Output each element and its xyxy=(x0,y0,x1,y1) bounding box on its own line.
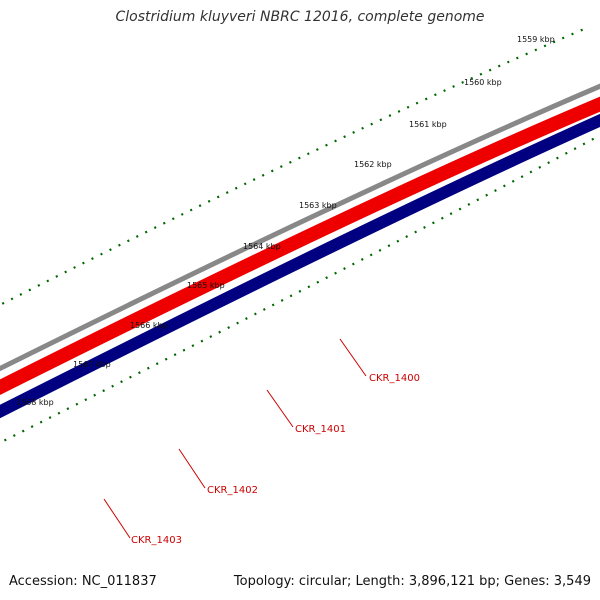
gene-label: CKR_1403 xyxy=(131,535,182,546)
tick-label: 1560 kbp xyxy=(464,78,502,87)
tick-label: 1562 kbp xyxy=(354,160,392,169)
gene-boundary xyxy=(289,334,302,352)
gene-boundary xyxy=(42,470,56,490)
reverse-strand-track xyxy=(0,113,600,419)
gene-label: CKR_1400 xyxy=(369,373,420,384)
page-title: Clostridium kluyveri NBRC 12016, complet… xyxy=(115,9,485,25)
gene-boundary xyxy=(195,371,209,391)
tick-label: 1567 kbp xyxy=(73,360,111,369)
tick-label: 1561 kbp xyxy=(409,120,447,129)
tick-label: 1563 kbp xyxy=(299,201,337,210)
gene-label: CKR_1402 xyxy=(207,485,258,496)
gene-label: CKR_1401 xyxy=(295,424,346,435)
tick-label: 1564 kbp xyxy=(243,242,281,251)
tick-label: 1565 kbp xyxy=(187,281,225,290)
gene-boundary xyxy=(55,499,68,517)
tick-label: 1568 kbp xyxy=(16,398,54,407)
gene-callout-line xyxy=(266,389,294,428)
genome-backbone xyxy=(0,83,600,372)
forward-strand-track xyxy=(0,96,600,395)
gene-callout-line xyxy=(339,338,367,377)
accession-text: Accession: NC_011837 xyxy=(9,574,157,589)
gene-boundary xyxy=(108,427,122,447)
tick-label: 1566 kbp xyxy=(130,321,168,330)
genome-summary-text: Topology: circular; Length: 3,896,121 bp… xyxy=(233,574,591,589)
gene-boundary xyxy=(339,265,353,286)
gene-boundary xyxy=(279,314,293,334)
gene-boundary xyxy=(203,391,217,409)
gene-callout-line xyxy=(178,448,206,489)
tick-label: 1559 kbp xyxy=(517,35,555,44)
gene-callout-line xyxy=(103,498,131,539)
gene-boundary xyxy=(345,286,359,305)
